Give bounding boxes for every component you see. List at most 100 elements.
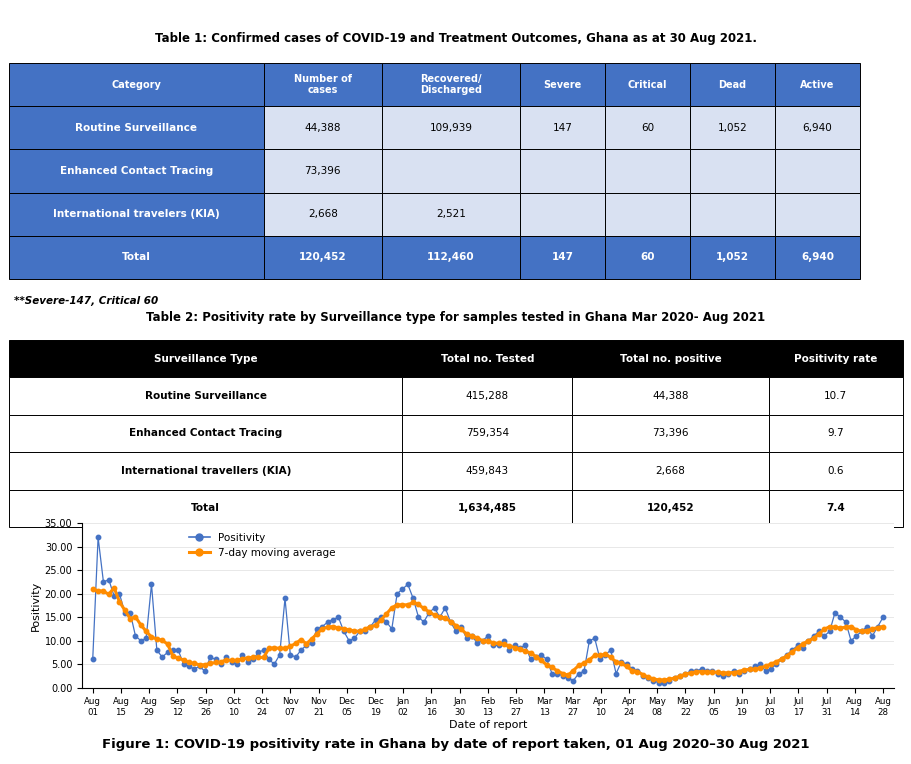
Bar xyxy=(9,340,402,377)
Bar xyxy=(9,193,263,236)
Bar xyxy=(690,63,774,106)
Bar xyxy=(402,415,571,452)
Bar xyxy=(774,150,859,193)
Text: 1,052: 1,052 xyxy=(715,252,748,263)
Bar xyxy=(402,340,571,377)
Bar xyxy=(402,452,571,490)
Text: Positivity rate: Positivity rate xyxy=(793,354,876,364)
Bar xyxy=(690,236,774,279)
Text: Surveillance Type: Surveillance Type xyxy=(154,354,257,364)
Text: International travelers (KIA): International travelers (KIA) xyxy=(53,209,220,219)
Bar xyxy=(520,236,605,279)
Bar xyxy=(774,106,859,150)
Text: 112,460: 112,460 xyxy=(426,252,475,263)
Text: Table 2: Positivity rate by Surveillance type for samples tested in Ghana Mar 20: Table 2: Positivity rate by Surveillance… xyxy=(147,312,764,325)
Bar xyxy=(382,63,520,106)
Bar xyxy=(605,193,690,236)
Bar xyxy=(9,236,263,279)
Bar xyxy=(774,236,859,279)
Bar xyxy=(9,150,263,193)
Bar xyxy=(690,106,774,150)
Bar xyxy=(382,106,520,150)
Bar xyxy=(382,236,520,279)
Bar xyxy=(768,415,902,452)
Bar xyxy=(774,63,859,106)
Text: Total no. positive: Total no. positive xyxy=(619,354,721,364)
Bar xyxy=(768,340,902,377)
Y-axis label: Positivity: Positivity xyxy=(30,581,40,630)
Bar xyxy=(768,377,902,415)
Text: 0.6: 0.6 xyxy=(826,466,844,476)
Bar xyxy=(9,490,402,527)
Text: Category: Category xyxy=(111,79,161,89)
Bar xyxy=(402,490,571,527)
Text: 120,452: 120,452 xyxy=(646,503,693,513)
Text: Figure 1: COVID-19 positivity rate in Ghana by date of report taken, 01 Aug 2020: Figure 1: COVID-19 positivity rate in Gh… xyxy=(102,738,809,752)
Text: 60: 60 xyxy=(640,123,653,133)
Text: 109,939: 109,939 xyxy=(429,123,472,133)
Text: International travellers (KIA): International travellers (KIA) xyxy=(120,466,291,476)
Text: 415,288: 415,288 xyxy=(466,391,508,401)
Text: Routine Surveillance: Routine Surveillance xyxy=(145,391,266,401)
Text: 2,668: 2,668 xyxy=(655,466,685,476)
Bar xyxy=(571,452,768,490)
Bar xyxy=(520,106,605,150)
Text: Number of
cases: Number of cases xyxy=(293,74,352,96)
Text: Table 1: Confirmed cases of COVID-19 and Treatment Outcomes, Ghana as at 30 Aug : Table 1: Confirmed cases of COVID-19 and… xyxy=(155,32,756,45)
Text: 6,940: 6,940 xyxy=(802,123,832,133)
Text: 147: 147 xyxy=(552,123,572,133)
Bar xyxy=(263,236,382,279)
Bar xyxy=(605,236,690,279)
Bar xyxy=(520,193,605,236)
Text: 7.4: 7.4 xyxy=(825,503,844,513)
Text: 2,521: 2,521 xyxy=(435,209,466,219)
Bar xyxy=(520,150,605,193)
Text: 120,452: 120,452 xyxy=(299,252,346,263)
Text: 73,396: 73,396 xyxy=(304,166,341,176)
Bar xyxy=(605,106,690,150)
Bar xyxy=(690,150,774,193)
Bar xyxy=(9,415,402,452)
Bar xyxy=(774,193,859,236)
Bar xyxy=(768,490,902,527)
Bar xyxy=(605,150,690,193)
Bar xyxy=(263,150,382,193)
Bar xyxy=(263,106,382,150)
Bar xyxy=(571,490,768,527)
Bar xyxy=(402,377,571,415)
Text: 1,634,485: 1,634,485 xyxy=(457,503,517,513)
Legend: Positivity, 7-day moving average: Positivity, 7-day moving average xyxy=(185,529,339,562)
Bar xyxy=(9,106,263,150)
Text: 759,354: 759,354 xyxy=(466,429,508,439)
Text: Total: Total xyxy=(122,252,150,263)
Text: 2,668: 2,668 xyxy=(308,209,337,219)
Text: Critical: Critical xyxy=(628,79,667,89)
Bar xyxy=(571,377,768,415)
Text: Active: Active xyxy=(800,79,834,89)
Text: Routine Surveillance: Routine Surveillance xyxy=(76,123,198,133)
Text: **Severe-147, Critical 60: **Severe-147, Critical 60 xyxy=(14,296,158,306)
Text: Enhanced Contact Tracing: Enhanced Contact Tracing xyxy=(60,166,213,176)
Text: Enhanced Contact Tracing: Enhanced Contact Tracing xyxy=(129,429,282,439)
Bar xyxy=(382,150,520,193)
Bar xyxy=(571,415,768,452)
Text: 60: 60 xyxy=(640,252,654,263)
Text: 73,396: 73,396 xyxy=(651,429,688,439)
X-axis label: Date of report: Date of report xyxy=(448,720,527,730)
Bar xyxy=(9,452,402,490)
Bar xyxy=(263,193,382,236)
Bar xyxy=(690,193,774,236)
Text: 44,388: 44,388 xyxy=(304,123,341,133)
Text: Total: Total xyxy=(191,503,220,513)
Text: 6,940: 6,940 xyxy=(800,252,834,263)
Bar xyxy=(382,193,520,236)
Bar xyxy=(9,377,402,415)
Bar xyxy=(520,63,605,106)
Bar xyxy=(571,340,768,377)
Text: 10.7: 10.7 xyxy=(824,391,846,401)
Text: Total no. Tested: Total no. Tested xyxy=(440,354,534,364)
Bar xyxy=(768,452,902,490)
Text: Recovered/
Discharged: Recovered/ Discharged xyxy=(420,74,482,96)
Text: 44,388: 44,388 xyxy=(651,391,688,401)
Text: 1,052: 1,052 xyxy=(717,123,747,133)
